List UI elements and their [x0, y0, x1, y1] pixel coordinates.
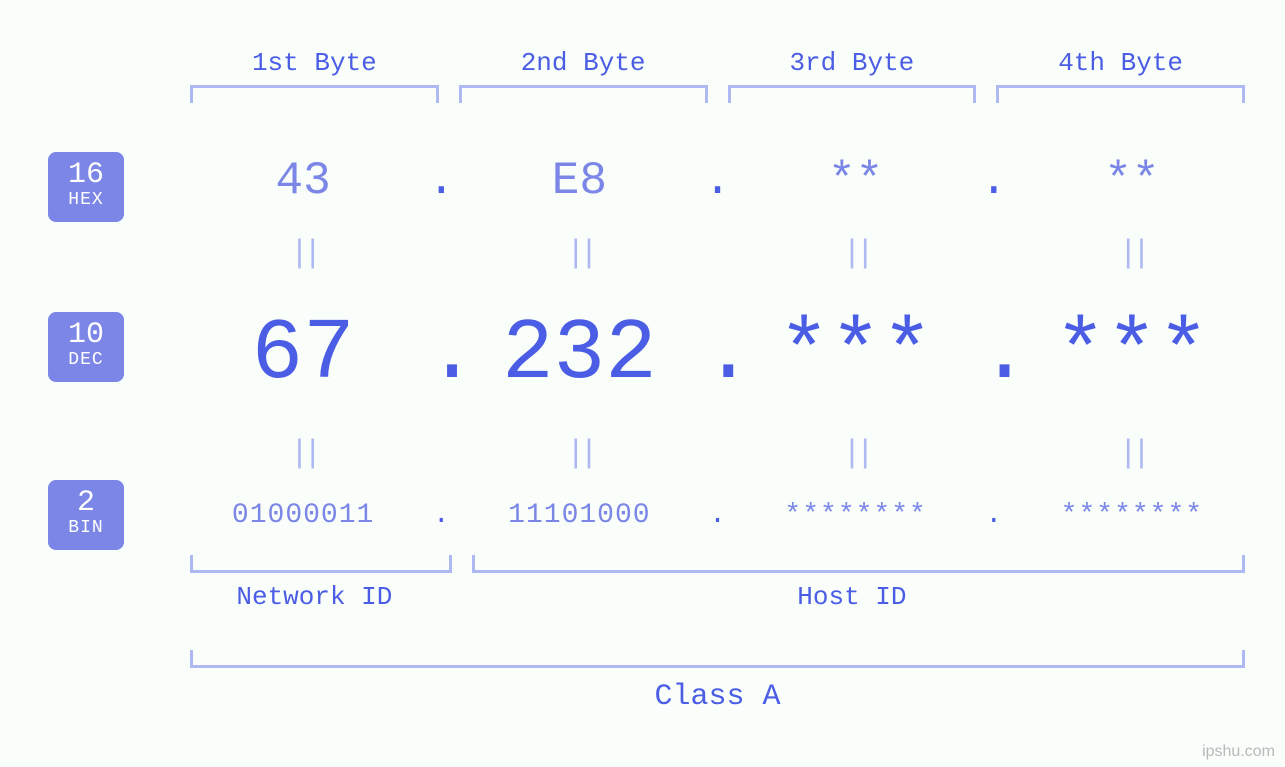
base-badge-hex-label: HEX — [48, 190, 124, 212]
dec-byte-1: 67 — [180, 305, 426, 403]
dot-separator: . — [426, 500, 456, 531]
bin-byte-4: ******** — [1009, 500, 1255, 531]
host-id-bracket — [472, 555, 1245, 573]
dot-separator: . — [426, 305, 456, 403]
byte-headers-row: 1st Byte 2nd Byte 3rd Byte 4th Byte — [180, 48, 1255, 78]
equals-sign: || — [1009, 235, 1255, 272]
id-labels-row: Network ID Host ID — [180, 582, 1255, 612]
bin-byte-3: ******** — [733, 500, 979, 531]
equals-sign: || — [180, 435, 426, 472]
equals-row-1: || || || || — [180, 235, 1255, 272]
hex-byte-4: ** — [1009, 155, 1255, 207]
watermark-text: ipshu.com — [1202, 743, 1275, 761]
dot-separator: . — [979, 305, 1009, 403]
base-badge-bin: 2 BIN — [48, 480, 124, 550]
hex-byte-3: ** — [733, 155, 979, 207]
byte-header-2: 2nd Byte — [449, 48, 718, 78]
dot-separator: . — [426, 155, 456, 207]
base-badge-hex: 16 HEX — [48, 152, 124, 222]
base-badge-bin-number: 2 — [48, 488, 124, 518]
dot-separator: . — [979, 500, 1009, 531]
equals-sign: || — [733, 435, 979, 472]
base-badge-dec-number: 10 — [48, 320, 124, 350]
equals-sign: || — [456, 435, 702, 472]
id-brackets-row — [180, 555, 1255, 573]
dot-separator: . — [703, 500, 733, 531]
byte-bracket-4 — [996, 85, 1245, 103]
base-badge-hex-number: 16 — [48, 160, 124, 190]
dec-byte-3: *** — [733, 305, 979, 403]
class-label: Class A — [180, 680, 1255, 714]
base-badge-dec-label: DEC — [48, 350, 124, 372]
dec-row: 67 . 232 . *** . *** — [180, 305, 1255, 403]
dot-separator: . — [979, 155, 1009, 207]
byte-bracket-3 — [728, 85, 977, 103]
equals-row-2: || || || || — [180, 435, 1255, 472]
bin-byte-2: 11101000 — [456, 500, 702, 531]
byte-header-4: 4th Byte — [986, 48, 1255, 78]
byte-header-3: 3rd Byte — [718, 48, 987, 78]
class-bracket — [190, 650, 1245, 668]
base-badge-dec: 10 DEC — [48, 312, 124, 382]
bin-row: 01000011 . 11101000 . ******** . *******… — [180, 500, 1255, 531]
byte-bracket-1 — [190, 85, 439, 103]
dot-separator: . — [703, 155, 733, 207]
hex-row: 43 . E8 . ** . ** — [180, 155, 1255, 207]
host-id-label: Host ID — [449, 582, 1255, 612]
byte-brackets-row — [180, 85, 1255, 103]
dec-byte-4: *** — [1009, 305, 1255, 403]
base-badge-bin-label: BIN — [48, 518, 124, 540]
network-id-label: Network ID — [180, 582, 449, 612]
equals-sign: || — [733, 235, 979, 272]
dec-byte-2: 232 — [456, 305, 702, 403]
equals-sign: || — [1009, 435, 1255, 472]
equals-sign: || — [456, 235, 702, 272]
byte-header-1: 1st Byte — [180, 48, 449, 78]
byte-bracket-2 — [459, 85, 708, 103]
hex-byte-2: E8 — [456, 155, 702, 207]
hex-byte-1: 43 — [180, 155, 426, 207]
bin-byte-1: 01000011 — [180, 500, 426, 531]
equals-sign: || — [180, 235, 426, 272]
dot-separator: . — [703, 305, 733, 403]
network-id-bracket — [190, 555, 452, 573]
